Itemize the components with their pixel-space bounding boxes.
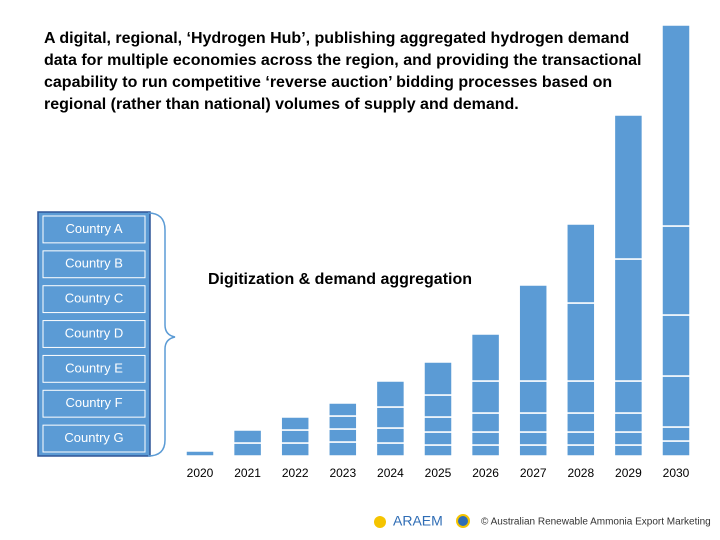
country-label: Country F	[65, 395, 122, 410]
bar-segment	[423, 431, 453, 446]
bar-segment	[470, 431, 501, 446]
bar-segment	[375, 380, 406, 408]
bar-segment	[375, 442, 406, 457]
bar-segment	[566, 302, 596, 382]
bar-segment	[423, 394, 453, 418]
country-row	[42, 320, 146, 348]
bar-segment	[375, 406, 406, 429]
footer: ARAEM © Australian Renewable Ammonia Exp…	[374, 513, 711, 529]
sun-icon	[374, 516, 386, 528]
country-row	[42, 354, 146, 383]
bar-segment	[470, 333, 501, 382]
bar-segment	[470, 444, 501, 457]
brace	[147, 212, 176, 457]
bar-segment	[613, 380, 644, 414]
bar-segment	[661, 314, 691, 377]
bar-segment	[328, 428, 358, 443]
country-label: Country G	[64, 430, 123, 445]
bar-segment	[566, 380, 596, 414]
logo-badge	[456, 514, 470, 528]
x-tick-label: 2026	[472, 466, 499, 480]
x-tick-label: 2021	[234, 466, 261, 480]
bar-segment	[423, 361, 453, 396]
country-row	[42, 215, 146, 244]
country-row	[42, 250, 146, 279]
bar-segment	[518, 444, 548, 457]
bar-segment	[423, 444, 453, 457]
x-tick-label: 2024	[377, 466, 404, 480]
x-tick-label: 2025	[425, 466, 452, 480]
bar-segment	[566, 431, 596, 446]
country-box	[37, 211, 151, 457]
bar-segment	[328, 441, 358, 457]
x-tick-label: 2027	[520, 466, 547, 480]
copyright: © Australian Renewable Ammonia Export Ma…	[481, 517, 711, 528]
bar-segment	[661, 375, 691, 428]
bar-segment	[280, 442, 310, 457]
country-label: Country E	[65, 360, 123, 375]
bar-segment	[518, 284, 548, 382]
bar-segment	[423, 416, 453, 433]
logo: ARAEM	[393, 513, 443, 529]
country-label: Country D	[65, 325, 124, 340]
annotation: Digitization & demand aggregation	[208, 271, 472, 288]
bar-segment	[661, 24, 691, 227]
bar-segment	[232, 442, 263, 457]
bar-segment	[613, 431, 644, 446]
bar-segment	[613, 444, 644, 457]
bar-segment	[518, 412, 548, 433]
country-label: Country B	[65, 256, 123, 271]
bar-segment	[566, 412, 596, 433]
x-tick-label: 2028	[567, 466, 594, 480]
country-row	[42, 285, 146, 314]
bar-segment	[566, 444, 596, 457]
bar-segment	[661, 440, 691, 457]
x-tick-label: 2020	[187, 466, 214, 480]
bar-segment	[518, 380, 548, 414]
bar-segment	[185, 450, 215, 457]
bar-segment	[613, 258, 644, 382]
x-tick-label: 2029	[615, 466, 642, 480]
title-box: A digital, regional, ‘Hydrogen Hub’, pub…	[44, 30, 642, 113]
bar-segment	[661, 426, 691, 442]
bar-segment	[328, 415, 358, 430]
bar-segment	[470, 380, 501, 414]
bar-segment	[566, 223, 596, 304]
country-label: Country A	[65, 221, 122, 236]
bar-segment	[280, 429, 310, 444]
chart-title: A digital, regional, ‘Hydrogen Hub’, pub…	[44, 30, 642, 113]
bar-segment	[375, 427, 406, 444]
bar-segment	[328, 402, 358, 417]
bar-segment	[661, 225, 691, 316]
bar-segment	[280, 416, 310, 431]
bar-segment	[613, 412, 644, 433]
bar-segment	[232, 429, 263, 444]
x-tick-label: 2023	[329, 466, 356, 480]
country-row	[42, 424, 146, 453]
bar-segment	[613, 114, 644, 260]
x-tick-label: 2022	[282, 466, 309, 480]
bar-segment	[518, 431, 548, 446]
x-tick-label: 2030	[663, 466, 690, 480]
bar-segment	[470, 412, 501, 433]
country-label: Country C	[65, 291, 124, 306]
country-row	[42, 389, 146, 418]
